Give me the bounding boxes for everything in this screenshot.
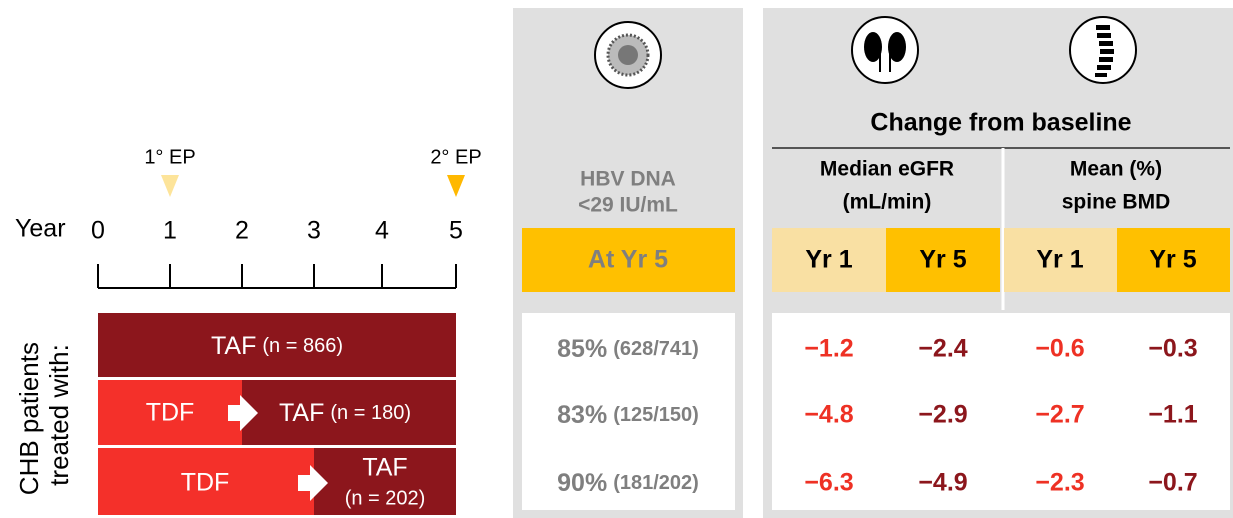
drug: TDF: [146, 399, 195, 427]
change-value: −2.3: [1035, 469, 1084, 497]
ticks: 0 1 2 3 4 5: [91, 217, 463, 288]
change-value: −1.1: [1148, 401, 1197, 429]
kidney-icon-left: [864, 32, 882, 62]
tick-label: 5: [449, 217, 463, 245]
change-value: −1.2: [804, 335, 853, 363]
drug: TDF: [181, 469, 230, 497]
hbv-value: 90% (181/202): [557, 469, 699, 497]
change-value: −0.3: [1148, 335, 1197, 363]
arm-bar: [98, 313, 456, 377]
group-label-line: treated with:: [44, 344, 74, 486]
virus-icon-core: [618, 45, 638, 65]
percent: 83%: [557, 401, 607, 429]
arm-bar: [98, 380, 242, 445]
percent: 85%: [557, 335, 607, 363]
change-value: −2.4: [918, 335, 967, 363]
change-value: −4.9: [918, 469, 967, 497]
hbv-value: 85% (628/741): [557, 335, 699, 363]
n: (n = 180): [330, 402, 411, 424]
fraction: (125/150): [613, 404, 699, 426]
group-header: spine BMD: [1062, 191, 1171, 214]
percent: 90%: [557, 469, 607, 497]
switch-arrow: [298, 465, 328, 501]
axis-label: Year: [15, 215, 66, 243]
group-header: Mean (%): [1070, 158, 1162, 181]
tick-label: 4: [375, 217, 389, 245]
arm-text: TAF (n = 180): [279, 399, 411, 427]
arm-bar: [98, 448, 314, 515]
arm-bar: [314, 448, 456, 515]
column-box: [886, 228, 1000, 292]
tick-label: 2: [235, 217, 249, 245]
arm-bar: [242, 380, 456, 445]
timepoint: At Yr 5: [588, 246, 668, 274]
drug: TAF: [279, 399, 324, 427]
change-rows: −1.2 −2.4 −0.6 −0.3 −4.8 −2.9 −2.7 −1.1 −6.3 −4.9…: [804, 335, 1197, 497]
column-header: Yr 1: [805, 246, 852, 274]
spine-icon-vertebrae: [1095, 25, 1114, 77]
marker-triangle: [161, 175, 179, 197]
group-label: CHB patients treated with:: [14, 335, 74, 495]
change-value: −6.3: [804, 469, 853, 497]
change-value: −2.9: [918, 401, 967, 429]
column-header: Yr 1: [1036, 246, 1083, 274]
n: (n = 866): [262, 335, 343, 357]
hbv-value: 83% (125/150): [557, 401, 699, 429]
tick-label: 0: [91, 217, 105, 245]
drug: TAF: [362, 454, 407, 482]
header: HBV DNA: [580, 168, 676, 191]
column-box: [1004, 228, 1117, 292]
tick-label: 1: [163, 217, 177, 245]
group-label-line: CHB patients: [14, 342, 44, 495]
tick-label: 3: [307, 217, 321, 245]
group-header: (mL/min): [843, 191, 932, 214]
fraction: (628/741): [613, 338, 699, 360]
values-box: [522, 313, 735, 510]
column-box: [772, 228, 886, 292]
fraction: (181/202): [613, 472, 699, 494]
group-header: Median eGFR: [820, 158, 954, 181]
column-header: Yr 5: [1149, 246, 1196, 274]
kidney-icon: [851, 16, 919, 84]
marker-label: 1° EP: [144, 146, 195, 168]
switch-arrow: [228, 395, 258, 431]
change-value: −0.7: [1148, 469, 1197, 497]
values-box: [772, 313, 1230, 510]
drug: TAF: [211, 332, 256, 360]
change-value: −2.7: [1035, 401, 1084, 429]
change-value: −4.8: [804, 401, 853, 429]
timepoint-box: [522, 228, 735, 292]
panel-title: Change from baseline: [870, 109, 1131, 137]
arm-text: TAF (n = 866): [211, 332, 343, 360]
column-box: [1117, 228, 1230, 292]
column-header: Yr 5: [919, 246, 966, 274]
hbv-rows: 85% (628/741) 83% (125/150) 90% (181/202): [557, 335, 699, 497]
change-value: −0.6: [1035, 335, 1084, 363]
marker-label: 2° EP: [430, 146, 481, 168]
kidney-icon-ureter: [879, 50, 891, 72]
n: (n = 202): [345, 487, 426, 509]
header: <29 IU/mL: [578, 194, 678, 217]
kidney-icon-right: [888, 32, 906, 62]
marker-triangle: [447, 175, 465, 197]
